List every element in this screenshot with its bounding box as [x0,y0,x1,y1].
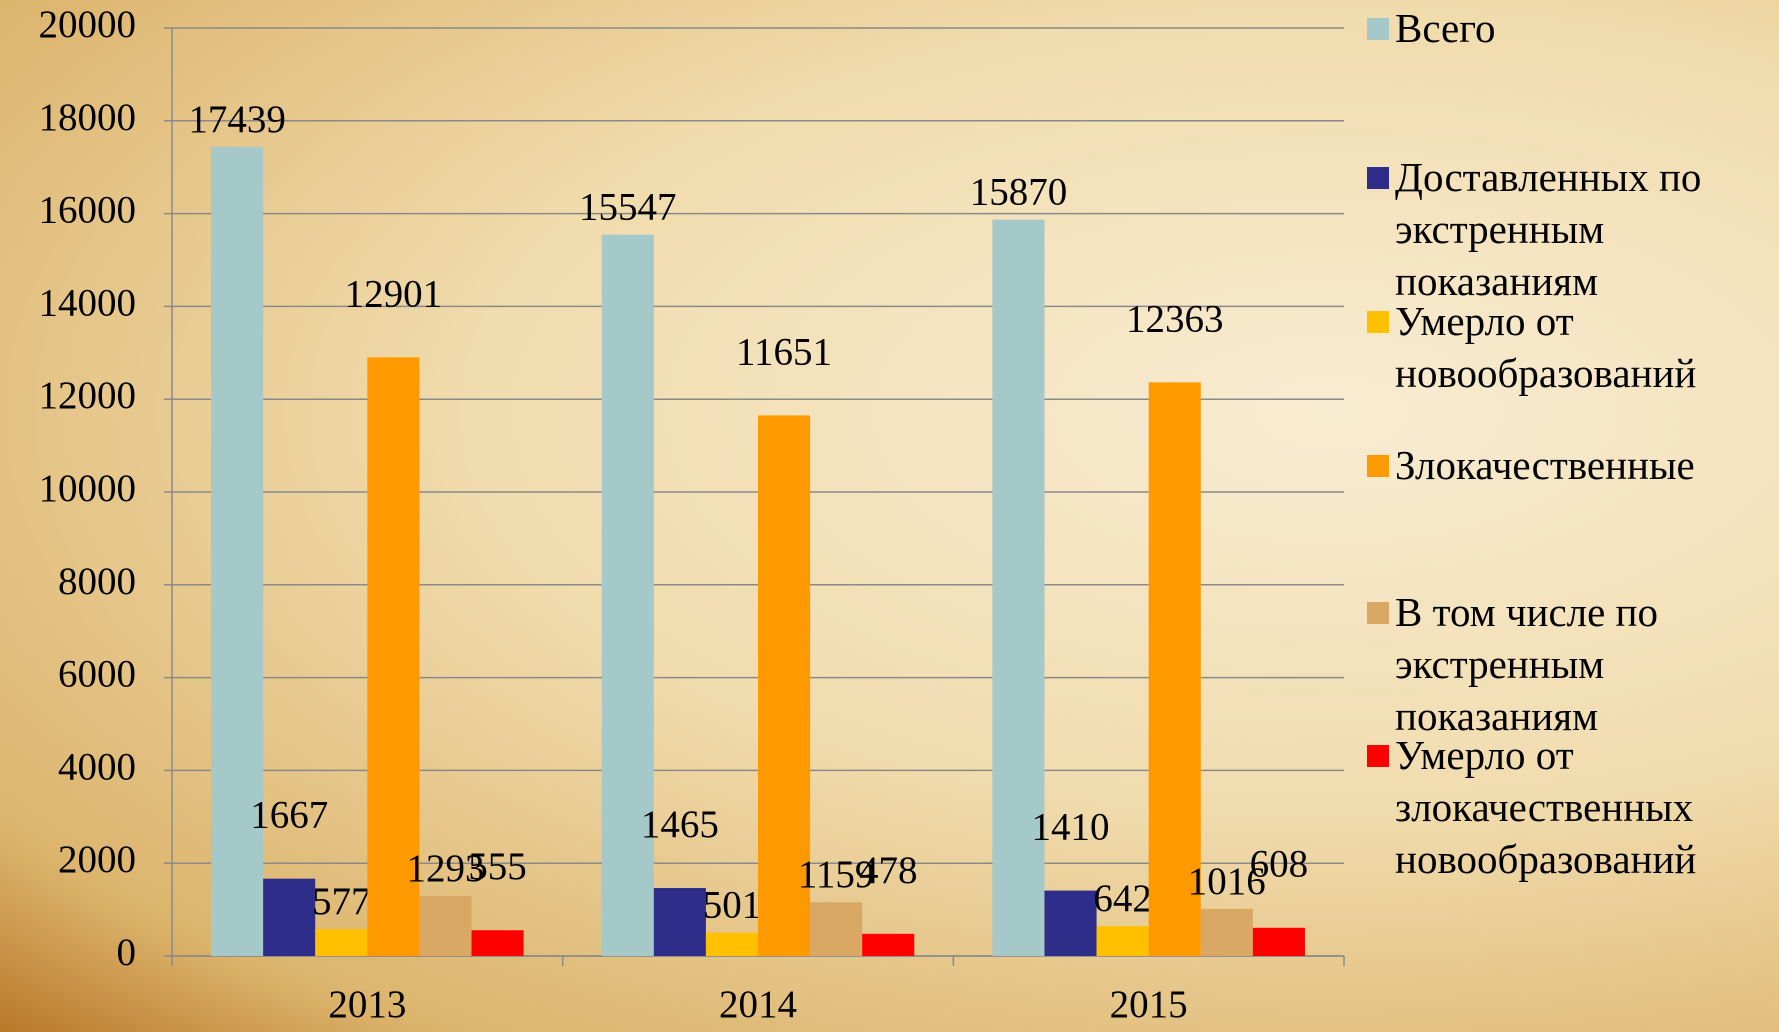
legend-entry: Умерло от новообразований [1367,295,1777,399]
legend-label: Всего [1395,5,1496,51]
bar [315,929,368,956]
data-label: 11651 [736,330,832,373]
y-tick-label: 0 [117,931,137,974]
y-tick-label: 14000 [39,281,137,324]
y-tick-label: 10000 [39,467,137,510]
data-label: 478 [859,849,918,892]
data-label: 501 [703,884,762,927]
legend-swatch [1367,455,1389,477]
bar [1148,382,1201,956]
bar [601,234,654,956]
y-tick-label: 4000 [58,745,136,788]
data-label: 642 [1093,877,1152,920]
bar [471,930,524,956]
data-label: 15870 [970,171,1068,214]
x-tick-label: 2014 [719,983,797,1026]
legend-entry: Умерло от злокачественных новообразовани… [1367,729,1777,885]
y-tick-label: 18000 [39,96,137,139]
data-label: 1667 [250,794,328,837]
data-label: 555 [468,845,527,888]
data-label: 12363 [1126,297,1224,340]
legend-label: Умерло от новообразований [1395,298,1697,396]
data-label: 608 [1250,843,1309,886]
data-label: 1410 [1032,806,1110,849]
bar [862,933,915,956]
data-label: 17439 [188,98,286,141]
bar [263,878,316,956]
legend-entry: В том числе по экстренным показаниям [1367,586,1777,742]
legend-entry: Всего [1367,2,1777,54]
data-label: 1159 [798,853,875,896]
bar [1252,927,1305,956]
legend-label: В том числе по экстренным показаниям [1395,589,1658,739]
data-label: 577 [312,880,371,923]
y-tick-label: 12000 [39,374,137,417]
y-tick-label: 8000 [58,560,136,603]
bar [1044,890,1097,956]
legend-swatch [1367,311,1389,333]
bar [1200,908,1253,956]
bar [705,932,758,956]
y-tick-label: 2000 [58,838,136,881]
bar [367,357,420,957]
x-tick-label: 2013 [328,983,406,1026]
bar [758,415,811,957]
legend-entry: Злокачественные [1367,439,1777,491]
legend-swatch [1367,167,1389,189]
bar [810,902,863,956]
data-label: 12901 [345,272,443,315]
data-label: 1465 [641,803,719,846]
legend-swatch [1367,745,1389,767]
x-tick-label: 2015 [1110,983,1188,1026]
data-label: 1293 [406,847,484,890]
legend-swatch [1367,602,1389,624]
legend-entry: Доставленных по экстренным показаниям [1367,151,1777,307]
bar [992,219,1045,956]
legend-label: Злокачественные [1395,442,1695,488]
y-tick-label: 6000 [58,653,136,696]
legend-label: Доставленных по экстренным показаниям [1395,154,1702,304]
bar [1096,926,1149,956]
bar [211,146,264,957]
bar [419,896,472,956]
y-tick-label: 16000 [39,189,137,232]
bar [653,888,706,956]
legend-swatch [1367,18,1389,40]
data-label: 15547 [579,186,677,229]
legend-label: Умерло от злокачественных новообразовани… [1395,732,1697,882]
data-label: 1016 [1188,860,1266,903]
y-tick-label: 20000 [39,3,137,46]
